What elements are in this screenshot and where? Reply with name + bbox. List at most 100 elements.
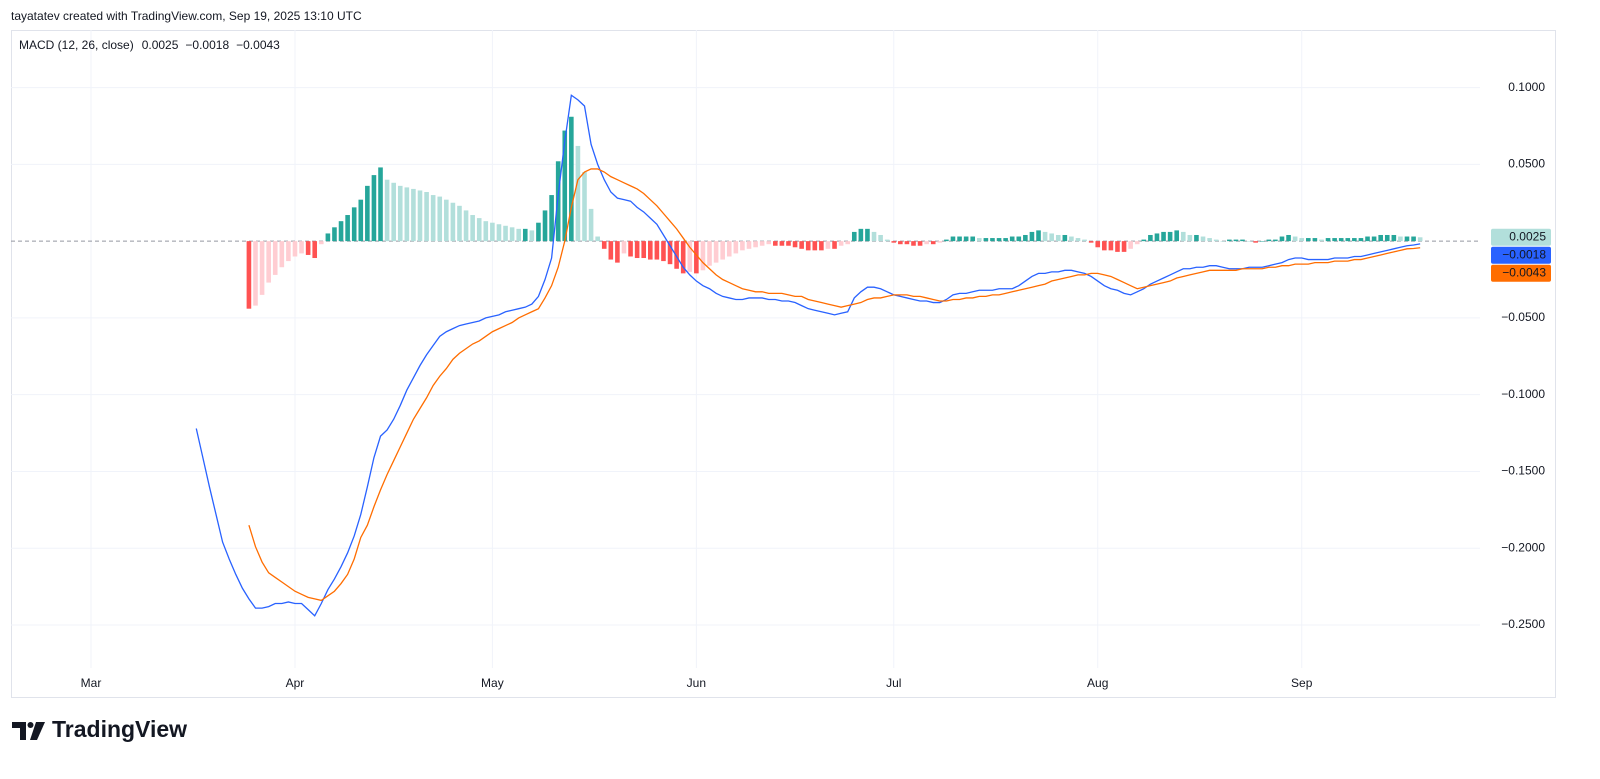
histogram-bar [865, 228, 870, 242]
histogram-bar [1148, 234, 1153, 242]
histogram-bar [371, 175, 377, 242]
histogram-bar [424, 191, 429, 242]
indicator-line [195, 94, 1421, 617]
histogram-bar [1154, 233, 1160, 242]
histogram-bar [529, 230, 535, 242]
histogram-bar [891, 241, 897, 243]
histogram-bar [963, 236, 969, 242]
histogram-bar [1352, 238, 1357, 242]
histogram-bar [1075, 238, 1081, 242]
histogram-bar [1134, 241, 1140, 245]
histogram-bar [858, 228, 864, 242]
histogram-bar [694, 241, 699, 274]
histogram-bar [648, 241, 653, 260]
histogram-bar [634, 241, 640, 259]
histogram-bar [582, 172, 587, 242]
histogram-bar [832, 241, 837, 249]
price-badge [1491, 264, 1551, 282]
x-tick-label: Aug [1087, 676, 1108, 690]
histogram-bar [911, 241, 916, 246]
histogram-bar [773, 241, 778, 246]
histogram-bar [1069, 236, 1074, 242]
histogram-bar [838, 241, 844, 246]
histogram-bar [970, 236, 976, 242]
histogram-bar [621, 241, 627, 254]
histogram-bar [1016, 236, 1022, 242]
histogram-bar [417, 190, 423, 242]
price-badge [1491, 228, 1551, 246]
histogram-bar [753, 241, 758, 248]
histogram-bar [575, 145, 581, 242]
histogram-bar [1292, 236, 1298, 242]
histogram-bar [720, 241, 725, 260]
histogram-bar [319, 241, 324, 245]
histogram-bar [345, 215, 350, 242]
histogram-bar [700, 241, 706, 271]
histogram-bar [1220, 241, 1226, 242]
histogram-bar [391, 182, 396, 242]
histogram-bar [588, 208, 594, 242]
histogram-bar [522, 228, 528, 242]
histogram-bar [740, 241, 745, 251]
histogram-bar [1161, 231, 1166, 242]
histogram-bar [272, 241, 278, 275]
histogram-bar [819, 241, 824, 251]
histogram-bar [483, 221, 489, 242]
y-tick-label: −0.0500 [1501, 310, 1545, 324]
histogram-bar [983, 238, 989, 242]
histogram-bar [1121, 241, 1127, 252]
histogram-bar [944, 239, 949, 242]
histogram-bar [279, 241, 285, 268]
histogram-bar [503, 225, 508, 242]
histogram-bar [851, 231, 857, 242]
histogram-bar [1371, 236, 1377, 242]
x-tick-label: Sep [1291, 676, 1313, 690]
x-tick-label: May [481, 676, 504, 690]
x-tick-label: Mar [81, 676, 102, 690]
chart-frame [11, 30, 1556, 698]
histogram-bar [1332, 238, 1337, 242]
histogram-bar [411, 188, 416, 242]
histogram-bar [1108, 241, 1114, 251]
histogram-bar [1167, 231, 1173, 242]
y-tick-label: −0.1500 [1501, 464, 1545, 478]
histogram-bar [1082, 239, 1087, 242]
histogram-bar [759, 241, 765, 246]
histogram-bar [1207, 238, 1212, 242]
histogram-bar [450, 202, 456, 242]
histogram-bar [1042, 231, 1048, 242]
histogram-bar [1049, 233, 1054, 242]
histogram-bar [1029, 231, 1035, 242]
histogram-bar [266, 241, 271, 283]
histogram-bar [384, 179, 390, 242]
legend-title: MACD (12, 26, close) [19, 38, 134, 52]
histogram-bar [871, 231, 877, 242]
histogram-bar [779, 241, 785, 246]
histogram-bar [977, 238, 982, 242]
histogram-bar [812, 241, 818, 251]
histogram-bar [996, 238, 1002, 242]
y-tick-label: −0.2500 [1501, 617, 1545, 631]
brand: TradingView [52, 716, 187, 742]
histogram-bar [792, 241, 798, 248]
histogram-bar [1358, 238, 1364, 242]
histogram-bar [1338, 238, 1344, 242]
histogram-bar [463, 210, 469, 242]
histogram-bar [536, 222, 541, 242]
histogram-bar [661, 241, 666, 262]
histogram-bar [259, 241, 265, 295]
histogram-bar [292, 241, 298, 257]
x-tick-label: Apr [286, 676, 305, 690]
y-tick-label: −0.2000 [1501, 540, 1545, 554]
histogram-bar [496, 224, 502, 242]
histogram-bar [325, 233, 331, 242]
histogram-bar [930, 241, 936, 245]
histogram-bar [1062, 234, 1068, 242]
x-tick-label: Jul [886, 676, 901, 690]
histogram-bar [667, 241, 673, 265]
histogram-bar [1319, 239, 1324, 242]
histogram-bar [1312, 238, 1318, 242]
histogram-bar [1417, 237, 1423, 242]
histogram-bar [904, 241, 910, 245]
histogram-bar [1227, 239, 1232, 242]
